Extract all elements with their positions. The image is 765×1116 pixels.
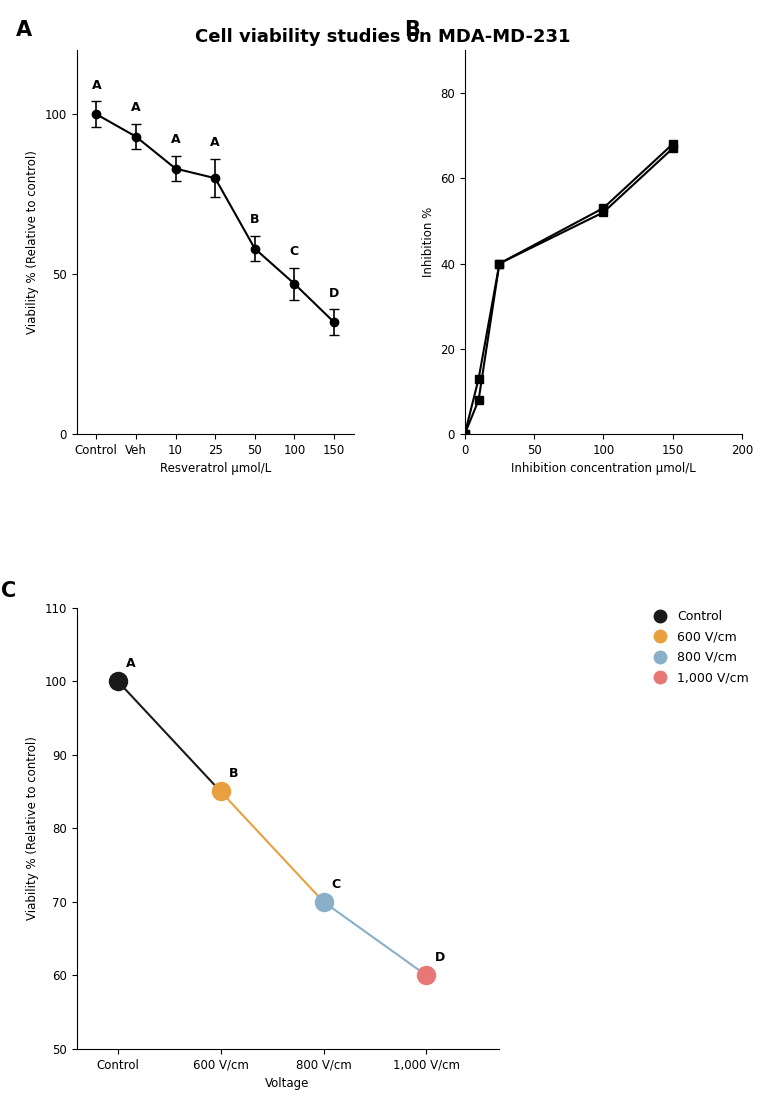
Text: A: A (171, 133, 181, 146)
X-axis label: Voltage: Voltage (265, 1077, 310, 1090)
Y-axis label: Viability % (Relative to control): Viability % (Relative to control) (26, 737, 39, 921)
Text: C: C (1, 581, 16, 602)
Text: D: D (329, 287, 339, 300)
Text: A: A (92, 79, 101, 92)
Y-axis label: Viability % (Relative to control): Viability % (Relative to control) (26, 151, 39, 334)
Text: A: A (15, 19, 31, 39)
Text: Cell viability studies on MDA-MD-231: Cell viability studies on MDA-MD-231 (195, 28, 570, 46)
Text: C: C (332, 878, 341, 891)
Text: A: A (126, 657, 135, 670)
Text: C: C (290, 246, 299, 258)
X-axis label: Inhibition concentration μmol/L: Inhibition concentration μmol/L (511, 462, 696, 475)
Text: B: B (250, 213, 259, 227)
X-axis label: Resveratrol μmol/L: Resveratrol μmol/L (160, 462, 271, 475)
Text: B: B (404, 19, 420, 39)
Text: A: A (131, 102, 141, 114)
Legend: Control, 600 V/cm, 800 V/cm, 1,000 V/cm: Control, 600 V/cm, 800 V/cm, 1,000 V/cm (643, 605, 754, 690)
Text: D: D (435, 952, 445, 964)
Text: A: A (210, 136, 220, 150)
Text: B: B (229, 768, 239, 780)
Y-axis label: Inhibition %: Inhibition % (422, 208, 435, 277)
